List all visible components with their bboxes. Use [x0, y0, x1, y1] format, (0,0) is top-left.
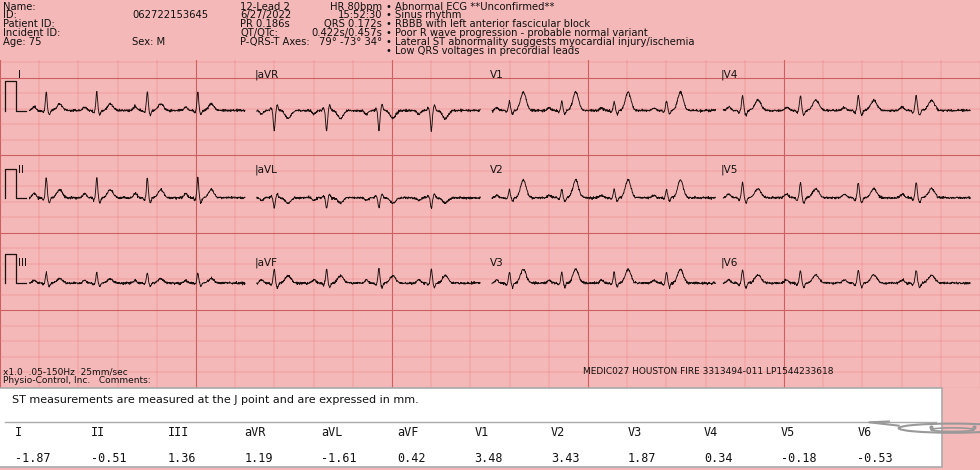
Text: V3: V3: [627, 426, 642, 439]
Text: • Abnormal ECG **Unconfirmed**: • Abnormal ECG **Unconfirmed**: [386, 1, 555, 12]
Text: 0.42: 0.42: [398, 452, 426, 464]
Text: 1.87: 1.87: [627, 452, 656, 464]
Text: 062722153645: 062722153645: [132, 10, 209, 21]
Text: V5: V5: [781, 426, 795, 439]
Text: ID:: ID:: [3, 10, 17, 21]
Text: • Poor R wave progression - probable normal variant: • Poor R wave progression - probable nor…: [386, 28, 648, 39]
Text: Patient ID:: Patient ID:: [3, 19, 55, 30]
Text: 1.19: 1.19: [245, 452, 273, 464]
Text: Sex: M: Sex: M: [132, 37, 166, 47]
Text: III: III: [168, 426, 189, 439]
Text: Name:: Name:: [3, 1, 35, 12]
Text: -1.87: -1.87: [15, 452, 50, 464]
Text: |V5: |V5: [720, 165, 738, 175]
Text: aVR: aVR: [245, 426, 266, 439]
Text: I: I: [15, 426, 22, 439]
Text: QRS 0.172s: QRS 0.172s: [324, 19, 382, 30]
Text: |aVF: |aVF: [255, 258, 277, 268]
Text: Incident ID:: Incident ID:: [3, 28, 61, 39]
Text: 3.43: 3.43: [551, 452, 579, 464]
Text: 15:52:30: 15:52:30: [338, 10, 382, 21]
Text: V3: V3: [490, 258, 504, 268]
Text: x1.0  .05-150Hz  25mm/sec: x1.0 .05-150Hz 25mm/sec: [3, 367, 127, 376]
Text: -0.18: -0.18: [781, 452, 816, 464]
Text: QT/QTc:: QT/QTc:: [240, 28, 278, 39]
Text: PR 0.186s: PR 0.186s: [240, 19, 290, 30]
Text: Physio-Control, Inc.   Comments:: Physio-Control, Inc. Comments:: [3, 376, 151, 384]
Text: aVF: aVF: [398, 426, 419, 439]
Text: V6: V6: [858, 426, 871, 439]
Text: ST measurements are measured at the J point and are expressed in mm.: ST measurements are measured at the J po…: [12, 395, 418, 405]
Text: 6/27/2022: 6/27/2022: [240, 10, 291, 21]
Text: • RBBB with left anterior fascicular block: • RBBB with left anterior fascicular blo…: [386, 19, 590, 30]
Text: • Lateral ST abnormality suggests myocardial injury/ischemia: • Lateral ST abnormality suggests myocar…: [386, 37, 695, 47]
Text: I: I: [18, 70, 21, 80]
FancyBboxPatch shape: [0, 388, 942, 467]
Text: II: II: [18, 165, 24, 175]
Text: V2: V2: [551, 426, 565, 439]
Text: 0.422s/0.457s: 0.422s/0.457s: [312, 28, 382, 39]
Text: 0.34: 0.34: [704, 452, 733, 464]
Text: Age: 75: Age: 75: [3, 37, 41, 47]
Text: V1: V1: [490, 70, 504, 80]
Text: HR 80bpm: HR 80bpm: [330, 1, 382, 12]
Text: 1.36: 1.36: [168, 452, 196, 464]
Text: -0.51: -0.51: [91, 452, 127, 464]
Bar: [0, 0, 980, 60]
Text: 79° -73° 34°: 79° -73° 34°: [319, 37, 382, 47]
Text: |V6: |V6: [720, 258, 738, 268]
Text: -1.61: -1.61: [321, 452, 357, 464]
Text: 12-Lead 2: 12-Lead 2: [240, 1, 290, 12]
Text: • Sinus rhythm: • Sinus rhythm: [386, 10, 462, 21]
Text: P-QRS-T Axes:: P-QRS-T Axes:: [240, 37, 310, 47]
Text: -0.53: -0.53: [858, 452, 893, 464]
Text: II: II: [91, 426, 106, 439]
Text: |V4: |V4: [720, 70, 738, 80]
Text: aVL: aVL: [321, 426, 342, 439]
Text: V2: V2: [490, 165, 504, 175]
Text: 3.48: 3.48: [474, 452, 503, 464]
Text: • Low QRS voltages in precordial leads: • Low QRS voltages in precordial leads: [386, 46, 579, 56]
Text: |aVR: |aVR: [255, 70, 279, 80]
Text: III: III: [18, 258, 26, 268]
Text: V1: V1: [474, 426, 489, 439]
Text: MEDIC027 HOUSTON FIRE 3313494-011 LP1544233618: MEDIC027 HOUSTON FIRE 3313494-011 LP1544…: [583, 367, 834, 376]
Text: V4: V4: [704, 426, 718, 439]
Text: |aVL: |aVL: [255, 165, 277, 175]
